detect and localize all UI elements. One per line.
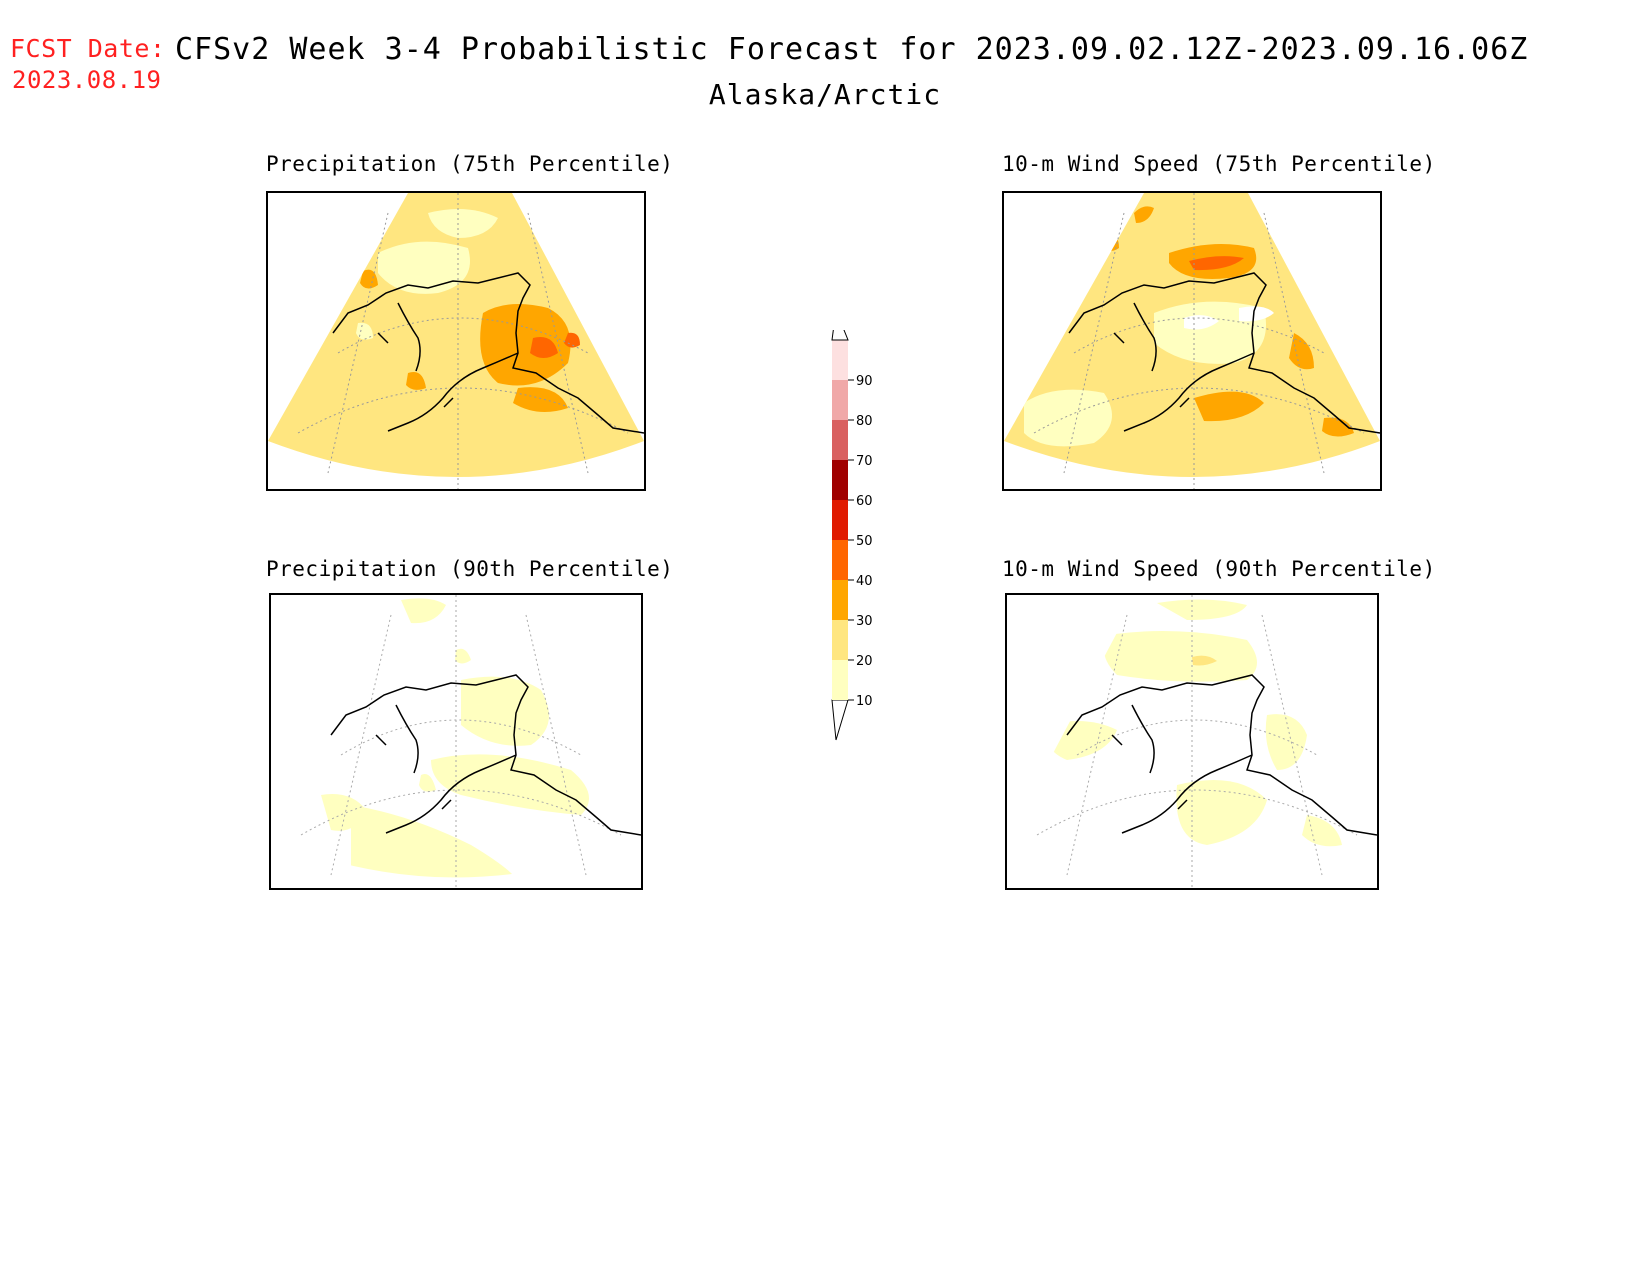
- shade-40-50: [530, 337, 558, 358]
- colorbar-swatch: [832, 580, 848, 620]
- panel-title-wind-75: 10-m Wind Speed (75th Percentile): [1002, 152, 1436, 176]
- colorbar-swatch: [832, 420, 848, 460]
- map-wind-75: [1004, 193, 1380, 489]
- shade-10-20: [378, 241, 470, 294]
- colorbar-label: 50: [856, 534, 873, 549]
- colorbar-swatch: [832, 380, 848, 420]
- main-title: CFSv2 Week 3-4 Probabilistic Forecast fo…: [175, 32, 1529, 67]
- colorbar-label: 30: [856, 614, 873, 629]
- graticule: [297, 193, 629, 489]
- colorbar-label: 60: [856, 494, 873, 509]
- fcst-date-value: 2023.08.19: [12, 66, 162, 94]
- region-title: Alaska/Arctic: [708, 78, 942, 111]
- panel-title-precip-90: Precipitation (90th Percentile): [266, 557, 674, 581]
- colorbar-swatch: [832, 460, 848, 500]
- colorbar-swatch: [832, 340, 848, 380]
- colorbar-label: 40: [856, 574, 873, 589]
- map-wind-90: [1007, 595, 1377, 888]
- colorbar-swatch: [832, 540, 848, 580]
- map-precip-75: [268, 193, 644, 489]
- panel-title-precip-75: Precipitation (75th Percentile): [266, 152, 674, 176]
- map-panel-wind-75: [1002, 191, 1382, 491]
- map-precip-90: [271, 595, 641, 888]
- colorbar-label: 70: [856, 454, 873, 469]
- map-panel-precip-90: [269, 593, 643, 890]
- colorbar: 10 20 30 40 50 60 70 80 90: [831, 330, 873, 741]
- alaska-coastline: [332, 272, 644, 434]
- colorbar-label: 90: [856, 374, 873, 389]
- map-panel-precip-75: [266, 191, 646, 491]
- colorbar-swatch: [832, 620, 848, 660]
- colorbar-label: 10: [856, 694, 873, 709]
- shade-30-40: [480, 304, 571, 386]
- colorbar-lower-extension: [831, 699, 849, 741]
- colorbar-label: 20: [856, 654, 873, 669]
- fcst-date-label: FCST Date:: [10, 34, 166, 63]
- colorbar-swatch: [832, 500, 848, 540]
- map-panel-wind-90: [1005, 593, 1379, 890]
- colorbar-label: 80: [856, 414, 873, 429]
- panel-title-wind-90: 10-m Wind Speed (90th Percentile): [1002, 557, 1436, 581]
- colorbar-upper-extension: [831, 330, 849, 341]
- colorbar-swatch: [832, 660, 848, 700]
